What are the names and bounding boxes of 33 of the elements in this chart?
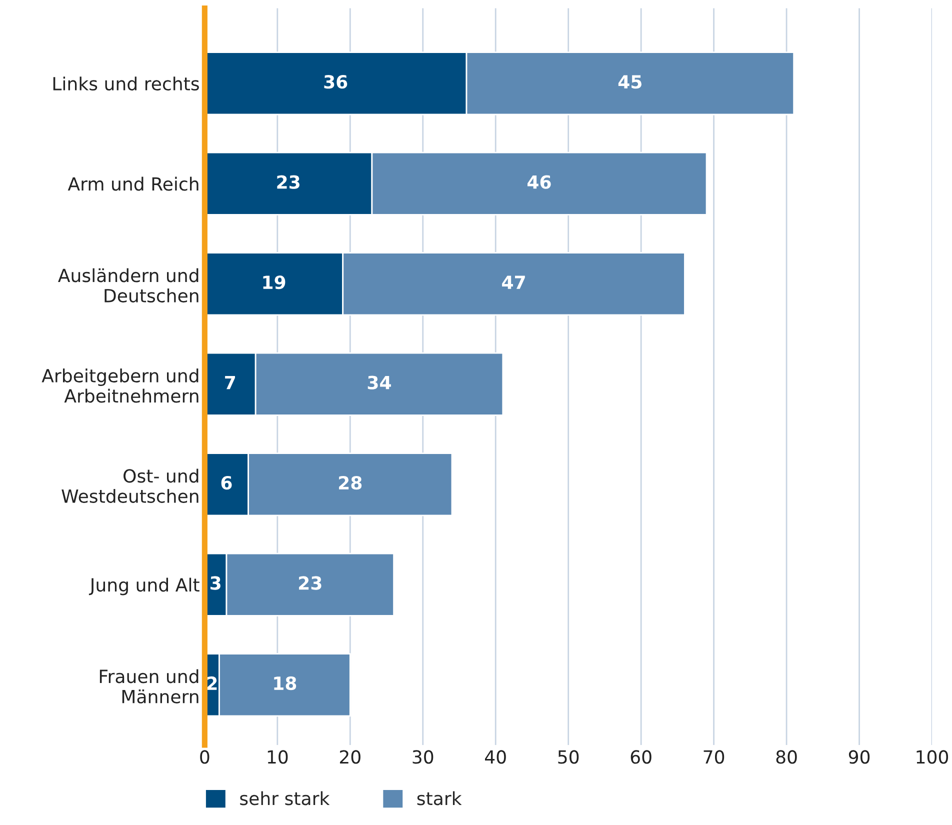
y-tick-label: Arm und Reich bbox=[68, 176, 198, 191]
y-tick-label: Jung und Alt bbox=[88, 578, 200, 596]
x-tick-label: 30 bbox=[412, 750, 434, 764]
data-label: 46 bbox=[528, 175, 551, 189]
y-tick-label: Links und rechts bbox=[53, 76, 199, 91]
data-label: 34 bbox=[368, 376, 391, 390]
y-tick-label: Arbeitgebern und Arbeitnehmern bbox=[42, 368, 198, 403]
data-label: 3 bbox=[210, 576, 220, 590]
x-tick-label: 40 bbox=[485, 750, 506, 764]
data-label: 23 bbox=[299, 576, 322, 590]
x-tick-label: 80 bbox=[776, 750, 797, 764]
data-label: 23 bbox=[277, 175, 300, 189]
data-label: 18 bbox=[274, 676, 296, 690]
legend-label: stark bbox=[417, 791, 462, 806]
data-label: 19 bbox=[263, 275, 286, 290]
x-tick-label: 70 bbox=[704, 750, 724, 764]
y-tick-label: Ausländern und Deutschen bbox=[58, 268, 198, 302]
x-tick-label: 60 bbox=[630, 750, 652, 764]
x-tick-label: 10 bbox=[268, 750, 288, 764]
x-tick-label: 0 bbox=[200, 750, 210, 764]
data-label: 36 bbox=[324, 75, 348, 89]
data-label: 7 bbox=[225, 376, 235, 390]
data-label: 28 bbox=[339, 476, 362, 490]
x-tick-label: 100 bbox=[916, 750, 948, 764]
x-tick-label: 20 bbox=[340, 750, 360, 764]
y-tick-label: Ost- und Westdeutschen bbox=[62, 468, 198, 503]
x-tick-label: 50 bbox=[558, 750, 579, 764]
data-label: 45 bbox=[618, 75, 642, 89]
data-label: 47 bbox=[502, 276, 525, 289]
y-tick-label: Frauen und Männern bbox=[100, 669, 198, 704]
x-tick-label: 90 bbox=[848, 750, 870, 764]
data-label: 6 bbox=[221, 476, 232, 490]
legend-label: sehr stark bbox=[240, 791, 330, 806]
